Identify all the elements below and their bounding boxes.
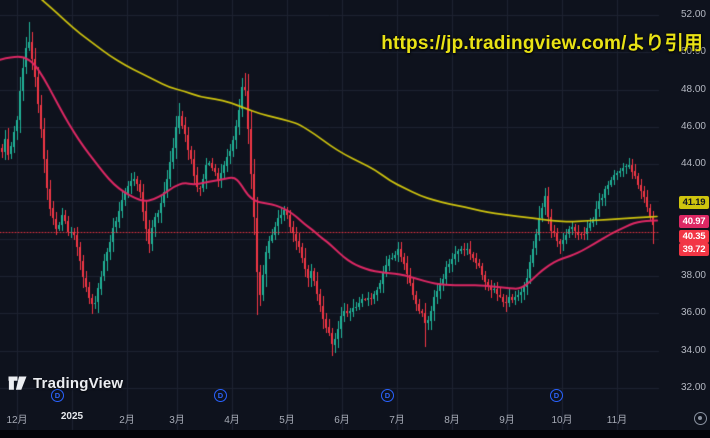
price-axis-tick: 32.00 (680, 381, 706, 393)
time-axis-label: 4月 (224, 415, 240, 426)
price-label-ma-short: 40.97 (679, 214, 709, 228)
time-axis-label: 8月 (444, 415, 460, 426)
tradingview-logo[interactable]: TradingView (8, 375, 123, 392)
time-axis-label: 10月 (551, 415, 573, 426)
time-axis-label: 9月 (499, 415, 515, 426)
settings-icon[interactable] (694, 412, 707, 425)
time-axis-label: 7月 (389, 415, 405, 426)
price-label-last-price: 40.35 (679, 229, 709, 243)
source-watermark: https://jp.tradingview.com/より引用 (381, 33, 703, 54)
time-axis-label: 2月 (119, 415, 135, 426)
price-axis-tick: 48.00 (680, 83, 706, 95)
price-axis-tick: 46.00 (680, 120, 706, 132)
dividend-marker[interactable]: D (51, 389, 64, 402)
time-axis-label: 6月 (334, 415, 350, 426)
price-label-session-low: 39.72 (679, 242, 709, 256)
price-axis-tick: 50.00 (680, 46, 706, 58)
price-axis-tick: 52.00 (680, 8, 706, 20)
price-axis-tick: 44.00 (680, 158, 706, 170)
price-axis-tick: 36.00 (680, 307, 706, 319)
settings-icon-dot (698, 416, 703, 421)
dividend-marker[interactable]: D (214, 389, 227, 402)
time-axis-label: 12月 (6, 415, 28, 426)
bottom-black-bar (0, 430, 710, 438)
tradingview-logo-icon (8, 376, 27, 390)
time-scale[interactable]: 12月 2025 2月 3月 4月 5月 6月 7月 8月 9月 10月 11月 (0, 405, 660, 430)
dividend-marker[interactable]: D (550, 389, 563, 402)
price-label-ma-long: 41.19 (679, 195, 709, 209)
price-axis-tick: 34.00 (680, 344, 706, 356)
time-axis-label: 11月 (606, 415, 628, 426)
price-scale[interactable]: 52.0050.0048.0046.0044.0042.0040.0038.00… (660, 0, 710, 430)
tradingview-logo-label: TradingView (33, 375, 124, 392)
time-axis-label: 3月 (169, 415, 185, 426)
time-axis-label: 5月 (279, 415, 295, 426)
time-axis-label: 2025 (60, 411, 84, 422)
dividend-marker[interactable]: D (381, 389, 394, 402)
price-axis-tick: 38.00 (680, 270, 706, 281)
